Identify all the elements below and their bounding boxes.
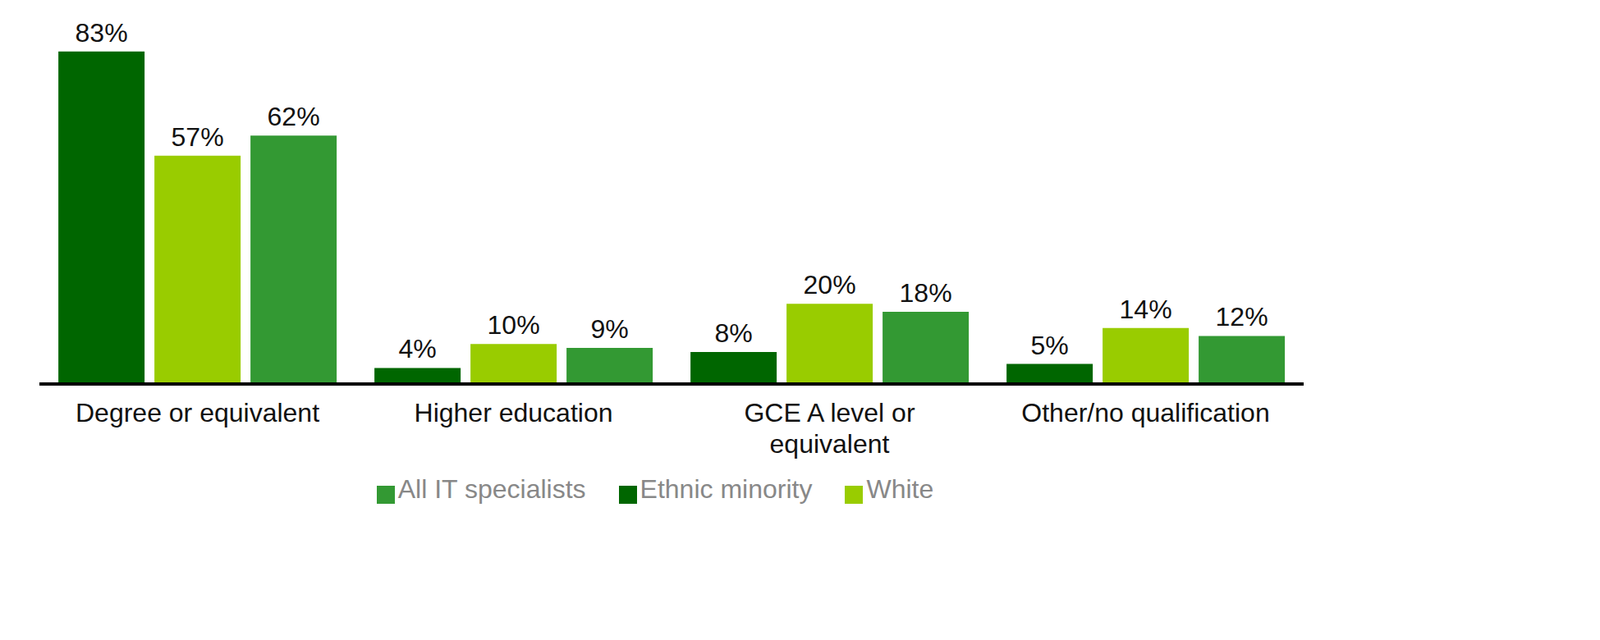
svg-text:GCE A level orequivalent: GCE A level orequivalent (743, 398, 915, 459)
svg-text:Degree or equivalent: Degree or equivalent (75, 398, 320, 428)
svg-text:14%: 14% (1119, 294, 1173, 325)
svg-text:4%: 4% (398, 334, 436, 364)
svg-text:62%: 62% (267, 101, 321, 132)
svg-text:9%: 9% (590, 314, 629, 344)
svg-text:18%: 18% (899, 278, 953, 308)
svg-text:10%: 10% (487, 310, 541, 340)
html-text:All IT specialists: All IT specialists (397, 474, 586, 505)
svg-text:5%: 5% (1030, 330, 1069, 361)
svg-text:8%: 8% (714, 318, 752, 349)
svg-text:20%: 20% (803, 270, 857, 300)
svg-text:12%: 12% (1215, 302, 1269, 332)
svg-text:Other/no qualification: Other/no qualification (1021, 398, 1270, 428)
svg-text:Higher education: Higher education (414, 398, 614, 428)
svg-text:83%: 83% (75, 18, 129, 48)
svg-text:57%: 57% (171, 122, 225, 152)
html-text:White: White (866, 474, 934, 505)
html-text:Ethnic minority: Ethnic minority (640, 474, 813, 505)
